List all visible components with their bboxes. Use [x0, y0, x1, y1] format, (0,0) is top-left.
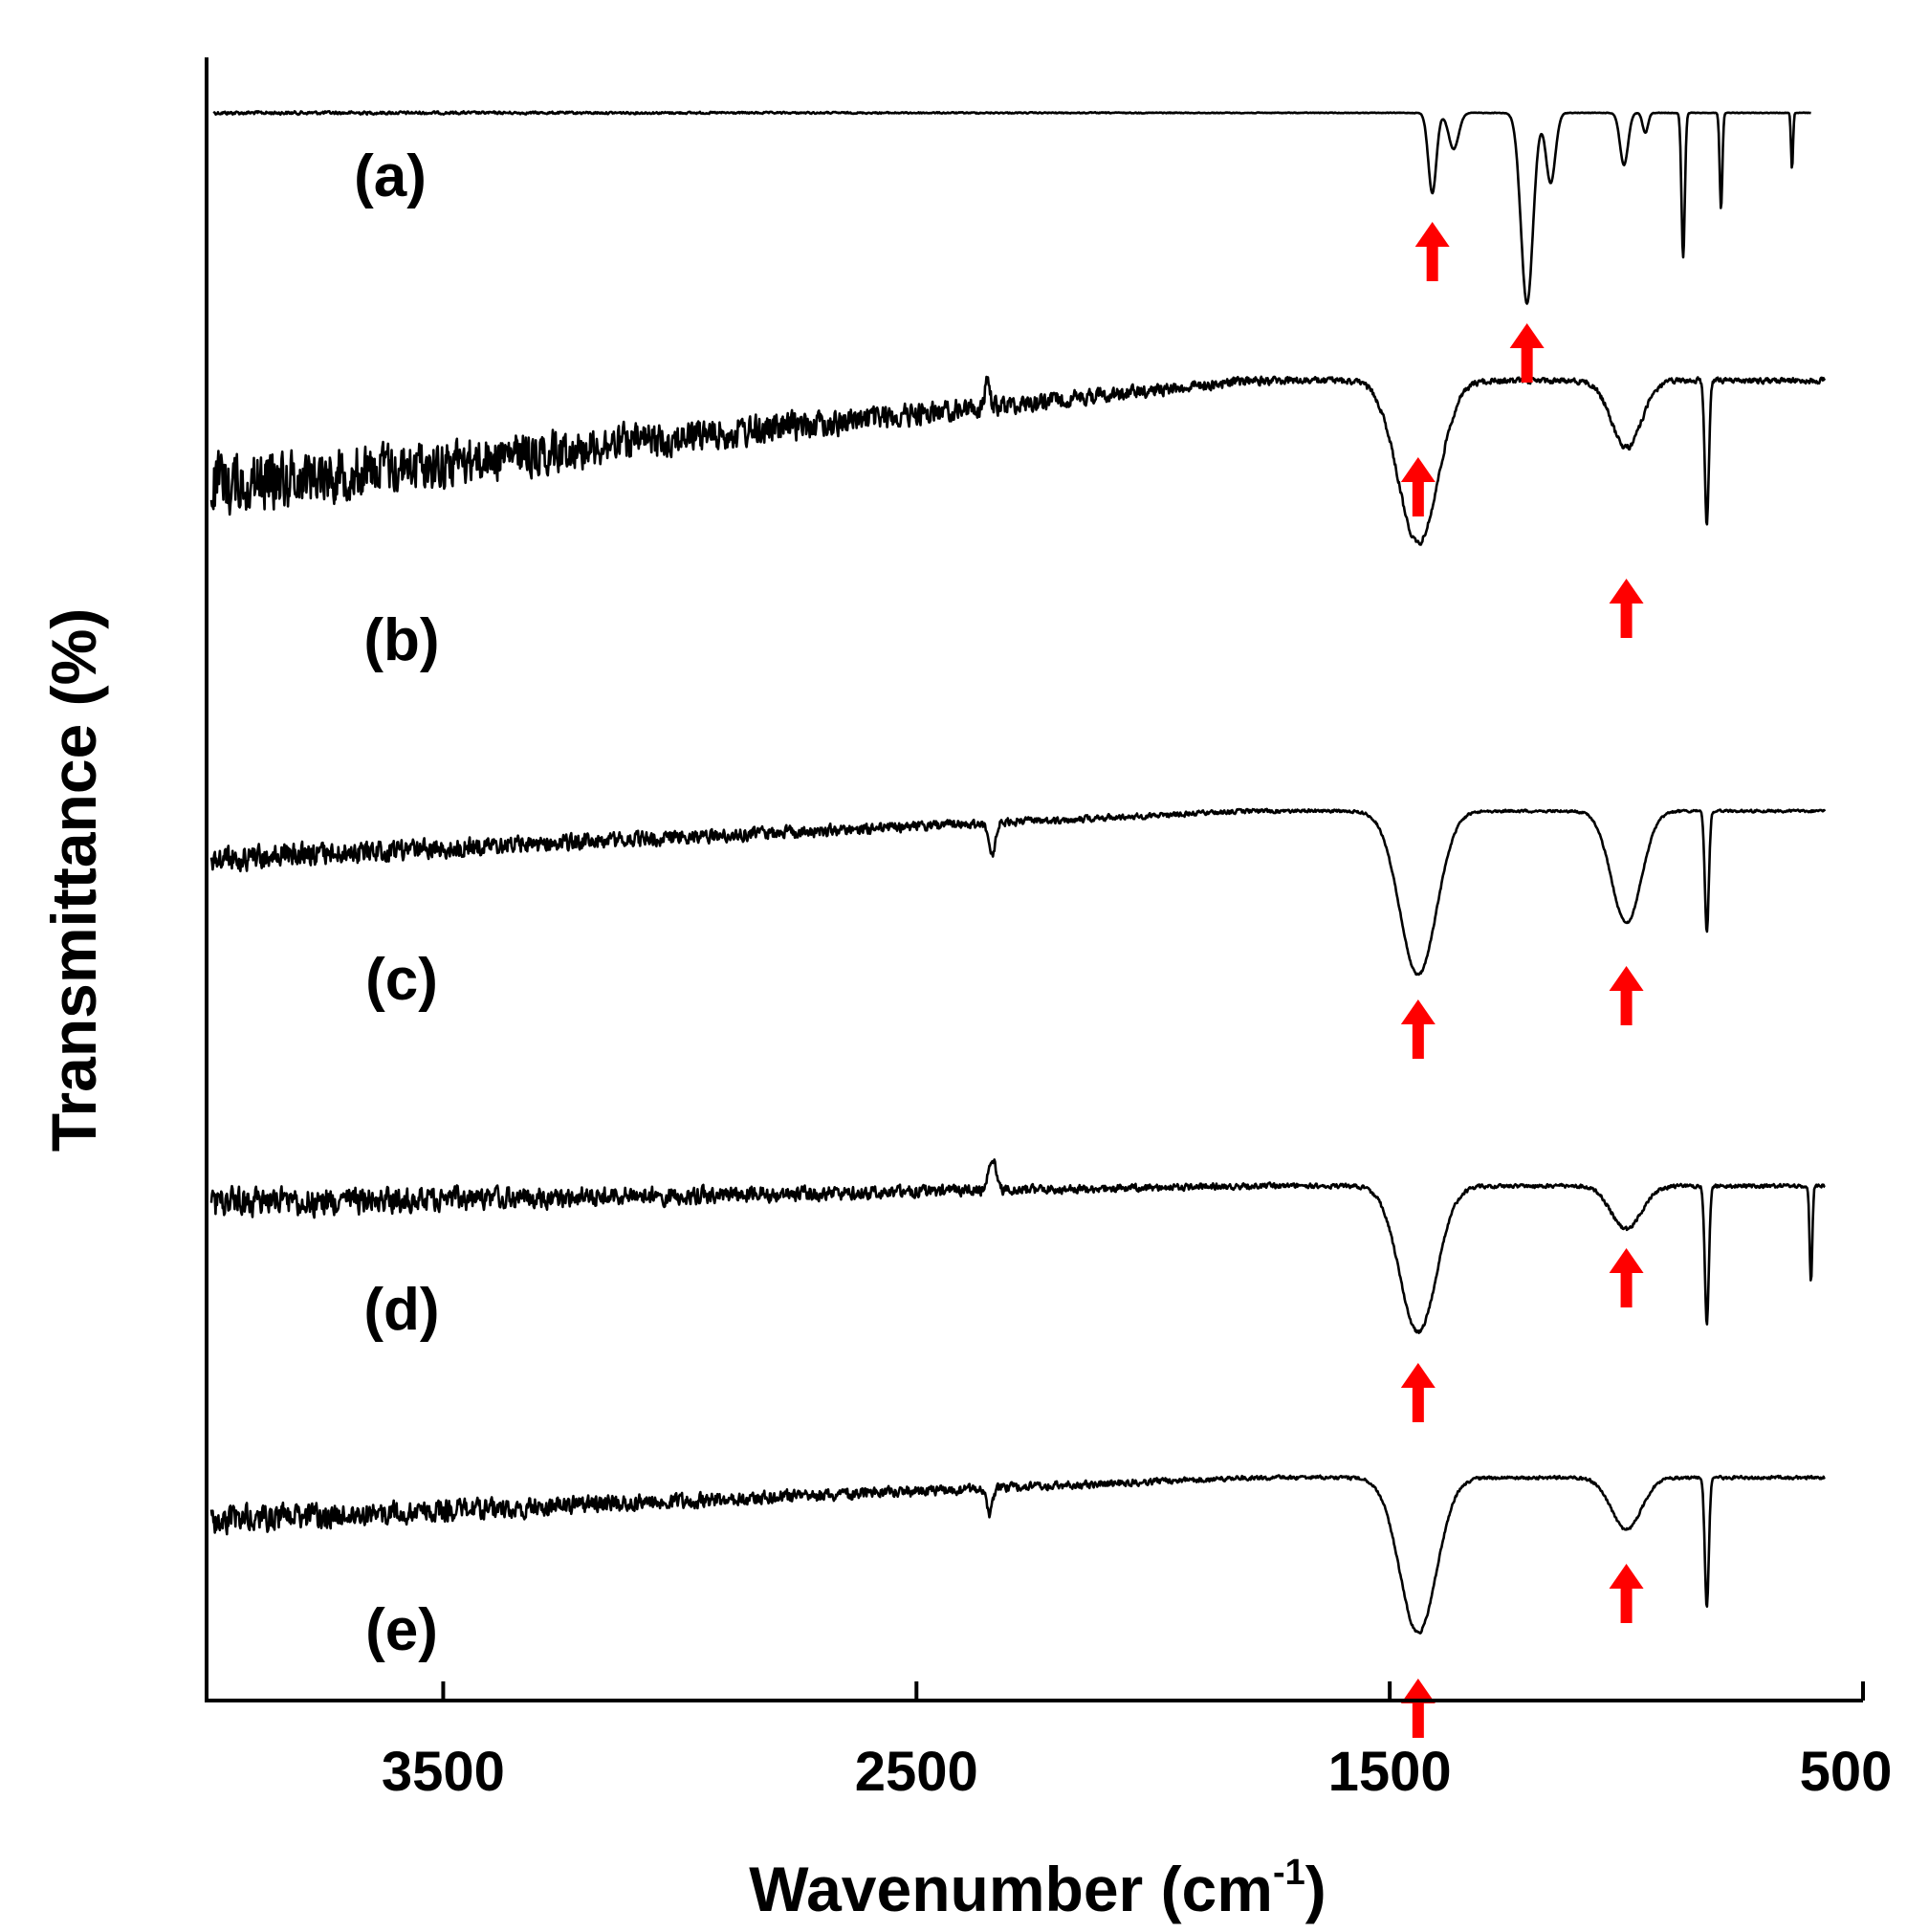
panel-labels-layer: (a) (b) (c) (d) (e): [354, 143, 439, 1663]
x-axis-title-main: Wavenumber (cm: [749, 1854, 1273, 1924]
arrow-head: [1400, 457, 1436, 482]
x-tick-label-500: 500: [1800, 1741, 1893, 1803]
panel-label-e: (e): [365, 1597, 438, 1663]
peak-arrow-c-2: [1609, 966, 1644, 1025]
peak-arrow-b-2: [1609, 579, 1644, 638]
spectrum-line-d: [209, 1158, 1826, 1334]
x-tick-label-2500: 2500: [855, 1741, 978, 1803]
peak-arrow-b-1: [1400, 457, 1436, 516]
arrow-head: [1400, 1363, 1436, 1388]
arrow-head: [1609, 966, 1644, 991]
peak-arrow-a-2: [1509, 323, 1545, 383]
arrow-head: [1609, 1564, 1644, 1589]
spectrum-line-a: [212, 110, 1812, 305]
panel-label-c: (c): [365, 947, 438, 1013]
panel-label-d: (d): [363, 1277, 439, 1343]
arrow-head: [1400, 1679, 1436, 1703]
panel-label-b: (b): [363, 607, 439, 673]
x-axis-title-end: ): [1305, 1854, 1326, 1924]
x-tick-label-1500: 1500: [1328, 1741, 1452, 1803]
spectrum-line-c: [209, 807, 1827, 977]
arrow-head: [1609, 1248, 1644, 1273]
arrow-head: [1509, 323, 1545, 348]
y-axis-title: Transmittance (%): [38, 608, 109, 1152]
arrow-head: [1414, 222, 1450, 247]
panel-label-a: (a): [354, 143, 427, 209]
peak-arrow-d-2: [1609, 1248, 1644, 1307]
x-tick-label-3500: 3500: [382, 1741, 505, 1803]
spectra-layer: [209, 110, 1827, 1635]
spectrum-line-b: [209, 375, 1827, 546]
arrow-head: [1400, 999, 1436, 1024]
peak-arrow-d-1: [1400, 1363, 1436, 1422]
spectrum-line-e: [209, 1474, 1826, 1635]
arrow-head: [1609, 579, 1644, 604]
axes-layer: 3500 2500 1500 500: [205, 57, 1892, 1803]
peak-arrow-e-2: [1609, 1564, 1644, 1623]
x-axis-title-superscript: -1: [1273, 1853, 1305, 1893]
x-ticks-layer: 3500 2500 1500 500: [382, 1681, 1892, 1803]
peak-arrow-e-1: [1400, 1679, 1436, 1738]
arrows-layer: [1400, 222, 1644, 1738]
peak-arrow-c-1: [1400, 999, 1436, 1059]
peak-arrow-a-1: [1414, 222, 1450, 281]
x-axis-title: Wavenumber (cm-1): [749, 1853, 1326, 1924]
